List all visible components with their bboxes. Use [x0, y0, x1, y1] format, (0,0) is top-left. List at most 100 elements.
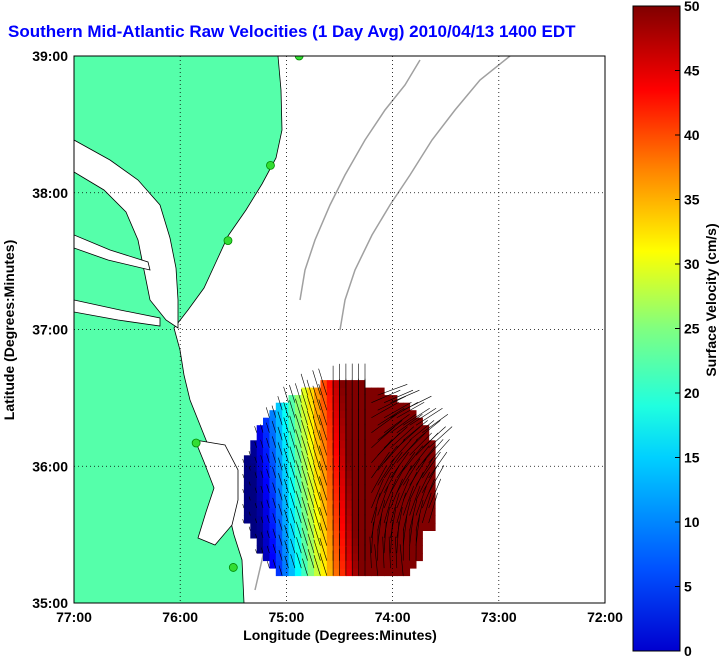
velocity-cell: [377, 462, 385, 471]
velocity-cell: [301, 387, 309, 396]
velocity-cell: [333, 568, 340, 577]
velocity-cell: [307, 538, 315, 546]
velocity-arrow: [313, 539, 321, 561]
velocity-arrow: [383, 389, 414, 403]
velocity-cell: [314, 523, 321, 531]
velocity-arrow: [318, 384, 328, 411]
velocity-cell: [365, 425, 372, 434]
velocity-cell: [263, 485, 270, 494]
velocity-cell: [365, 530, 372, 539]
velocity-cell: [409, 500, 417, 509]
velocity-arrow: [295, 444, 302, 463]
velocity-cell: [358, 492, 366, 501]
velocity-cell: [345, 492, 353, 501]
velocity-cell: [314, 417, 321, 426]
velocity-cell: [345, 470, 353, 479]
velocity-cell: [275, 568, 283, 577]
velocity-cell: [345, 410, 353, 419]
velocity-arrow: [312, 401, 321, 426]
velocity-cell: [403, 508, 411, 516]
velocity-cell: [352, 545, 360, 554]
velocity-cell: [396, 530, 404, 539]
velocity-cell: [275, 440, 283, 449]
velocity-arrow: [278, 534, 283, 546]
velocity-arrow: [388, 536, 391, 569]
velocity-arrow: [272, 544, 277, 554]
velocity-cell: [256, 440, 264, 449]
velocity-cell: [282, 568, 290, 577]
velocity-cell: [333, 462, 340, 471]
velocity-arrow: [403, 420, 428, 441]
velocity-cell: [384, 447, 391, 456]
x-axis-ticks: 77:00 76:00 75:00 74:00 73:00 72:00: [56, 609, 623, 625]
velocity-arrow: [428, 465, 445, 494]
velocity-cell: [345, 402, 353, 411]
velocity-arrow: [290, 508, 296, 524]
velocity-cell: [358, 380, 366, 389]
velocity-cell: [352, 380, 360, 389]
velocity-cell: [396, 553, 404, 562]
velocity-cell: [243, 500, 251, 509]
velocity-cell: [390, 560, 398, 569]
velocity-cell: [409, 530, 417, 539]
x-tick-label: 75:00: [268, 609, 304, 625]
velocity-arrow: [409, 499, 418, 531]
velocity-cell: [320, 477, 328, 486]
velocity-cell: [326, 402, 334, 411]
velocity-cell: [282, 432, 290, 441]
velocity-arrow: [295, 398, 302, 418]
velocity-arrow: [261, 547, 264, 554]
velocity-cell: [243, 462, 251, 471]
velocity-cell: [256, 470, 264, 479]
velocity-cell: [307, 530, 315, 539]
velocity-cell: [345, 500, 353, 509]
velocity-cell: [307, 545, 315, 554]
velocity-cell: [396, 545, 404, 554]
velocity-cell: [333, 387, 340, 396]
velocity-cell: [326, 470, 334, 479]
velocity-cell: [396, 538, 404, 546]
velocity-arrow: [290, 538, 296, 554]
velocity-arrow: [242, 519, 245, 524]
velocity-cell: [396, 462, 404, 471]
velocity-arrow: [283, 402, 289, 418]
velocity-cell: [403, 477, 411, 486]
velocity-arrow: [278, 488, 283, 501]
velocity-cell: [269, 432, 277, 441]
velocity-cell: [345, 515, 353, 524]
velocity-cell: [263, 462, 270, 471]
velocity-cell: [358, 568, 366, 577]
velocity-arrow: [295, 506, 302, 524]
velocity-cell: [282, 455, 290, 464]
velocity-cell: [269, 492, 277, 501]
velocity-cell: [256, 425, 264, 434]
velocity-arrow: [295, 429, 302, 448]
velocity-cell: [384, 395, 391, 404]
velocity-cell: [282, 417, 290, 426]
velocity-cell: [333, 500, 340, 509]
velocity-cell: [339, 417, 347, 426]
velocity-cell: [416, 417, 423, 426]
velocity-cell: [294, 485, 302, 494]
velocity-arrow: [307, 549, 315, 569]
velocity-cell: [422, 470, 430, 479]
velocity-arrow: [377, 420, 403, 441]
velocity-cell: [377, 440, 385, 449]
velocity-cell: [288, 508, 296, 516]
velocity-cell: [294, 402, 302, 411]
velocity-arrow: [242, 489, 245, 493]
velocity-arrow: [254, 441, 257, 448]
velocity-arrow: [266, 545, 270, 554]
velocity-cell: [294, 515, 302, 524]
velocity-cell: [384, 553, 391, 562]
velocity-cell: [371, 417, 379, 426]
velocity-cell: [301, 477, 309, 486]
velocity-cell: [288, 470, 296, 479]
velocity-cell: [275, 500, 283, 509]
velocity-cell: [371, 553, 379, 562]
velocity-cell: [288, 568, 296, 577]
velocity-arrow: [248, 481, 251, 486]
velocity-cell: [352, 560, 360, 569]
velocity-cell: [365, 470, 372, 479]
velocity-cell: [301, 568, 309, 577]
